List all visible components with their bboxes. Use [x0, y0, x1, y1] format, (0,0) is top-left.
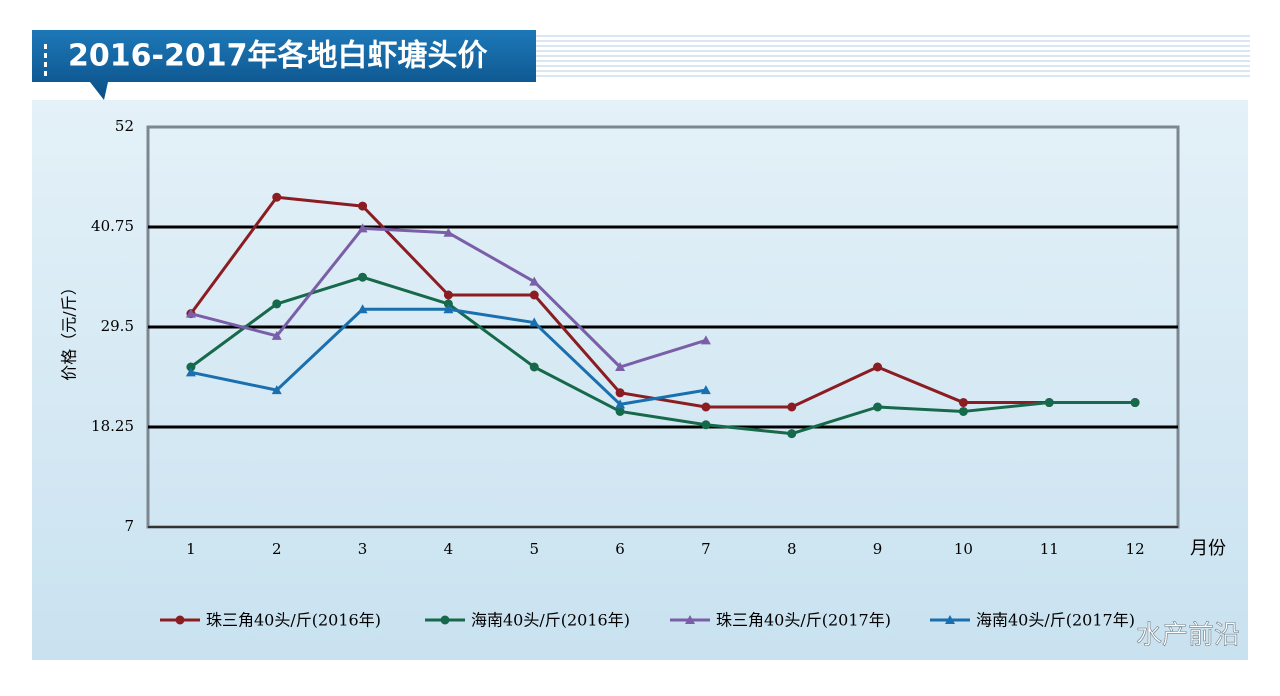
series-line — [189, 195, 1136, 409]
marker — [272, 192, 282, 202]
x-tick-label: 1 — [186, 540, 196, 558]
y-tick-label: 40.75 — [91, 217, 134, 235]
chart-title: 2016-2017年各地白虾塘头价 — [68, 39, 487, 74]
marker — [529, 290, 539, 300]
marker — [701, 420, 711, 430]
y-tick-label: 29.5 — [101, 317, 134, 335]
legend-label: 珠三角40头/斤(2017年) — [716, 611, 891, 630]
x-tick-label: 10 — [954, 540, 973, 558]
x-tick-label: 12 — [1126, 540, 1145, 558]
series-line — [190, 275, 1136, 436]
marker — [615, 399, 626, 409]
y-axis-label: 价格（元/斤） — [60, 279, 79, 380]
marker — [873, 402, 883, 412]
x-tick-label: 3 — [358, 540, 368, 558]
legend-marker — [945, 615, 955, 624]
marker — [1130, 398, 1140, 408]
title-banner — [32, 30, 536, 100]
marker — [958, 406, 968, 416]
x-tick-label: 6 — [615, 540, 625, 558]
marker — [271, 385, 282, 395]
panel — [32, 100, 1248, 660]
y-tick-label: 18.25 — [91, 417, 134, 435]
legend-marker — [685, 615, 695, 624]
marker — [185, 367, 196, 377]
banner-dots — [44, 44, 47, 76]
marker — [443, 299, 453, 309]
marker — [787, 429, 797, 439]
marker — [615, 362, 626, 371]
marker — [443, 304, 454, 314]
marker — [185, 308, 196, 318]
marker — [615, 406, 625, 416]
watermark: 水产前沿 — [1136, 621, 1240, 651]
marker — [358, 272, 368, 282]
legend-label: 海南40头/斤(2016年) — [471, 611, 630, 630]
x-tick-label: 9 — [873, 540, 883, 558]
x-tick-label: 4 — [444, 540, 454, 558]
marker — [271, 330, 282, 340]
y-tick-label: 52 — [115, 117, 134, 135]
stripes — [536, 35, 1250, 77]
x-axis-label: 月份 — [1190, 538, 1226, 559]
legend-label: 珠三角40头/斤(2016年) — [206, 611, 381, 630]
marker — [357, 223, 368, 233]
marker — [358, 201, 368, 211]
marker — [701, 402, 711, 412]
marker — [272, 299, 282, 309]
marker — [1044, 398, 1054, 408]
marker — [357, 304, 368, 314]
marker — [529, 276, 540, 286]
x-tick-label: 5 — [529, 540, 539, 558]
legend-marker — [175, 615, 185, 625]
marker — [186, 362, 196, 372]
marker — [958, 398, 968, 408]
marker — [700, 385, 711, 395]
x-tick-label: 11 — [1040, 540, 1059, 558]
marker — [443, 290, 453, 300]
marker — [787, 402, 797, 412]
marker — [615, 388, 625, 398]
legend-label: 海南40头/斤(2017年) — [976, 611, 1135, 630]
x-tick-label: 2 — [272, 540, 282, 558]
marker — [529, 317, 540, 327]
marker — [443, 227, 454, 237]
legend-marker — [440, 615, 450, 625]
x-tick-label: 8 — [787, 540, 797, 558]
marker — [873, 362, 883, 372]
marker — [529, 362, 539, 372]
y-tick-label: 7 — [124, 517, 134, 535]
marker — [700, 335, 711, 345]
x-tick-label: 7 — [701, 540, 711, 558]
